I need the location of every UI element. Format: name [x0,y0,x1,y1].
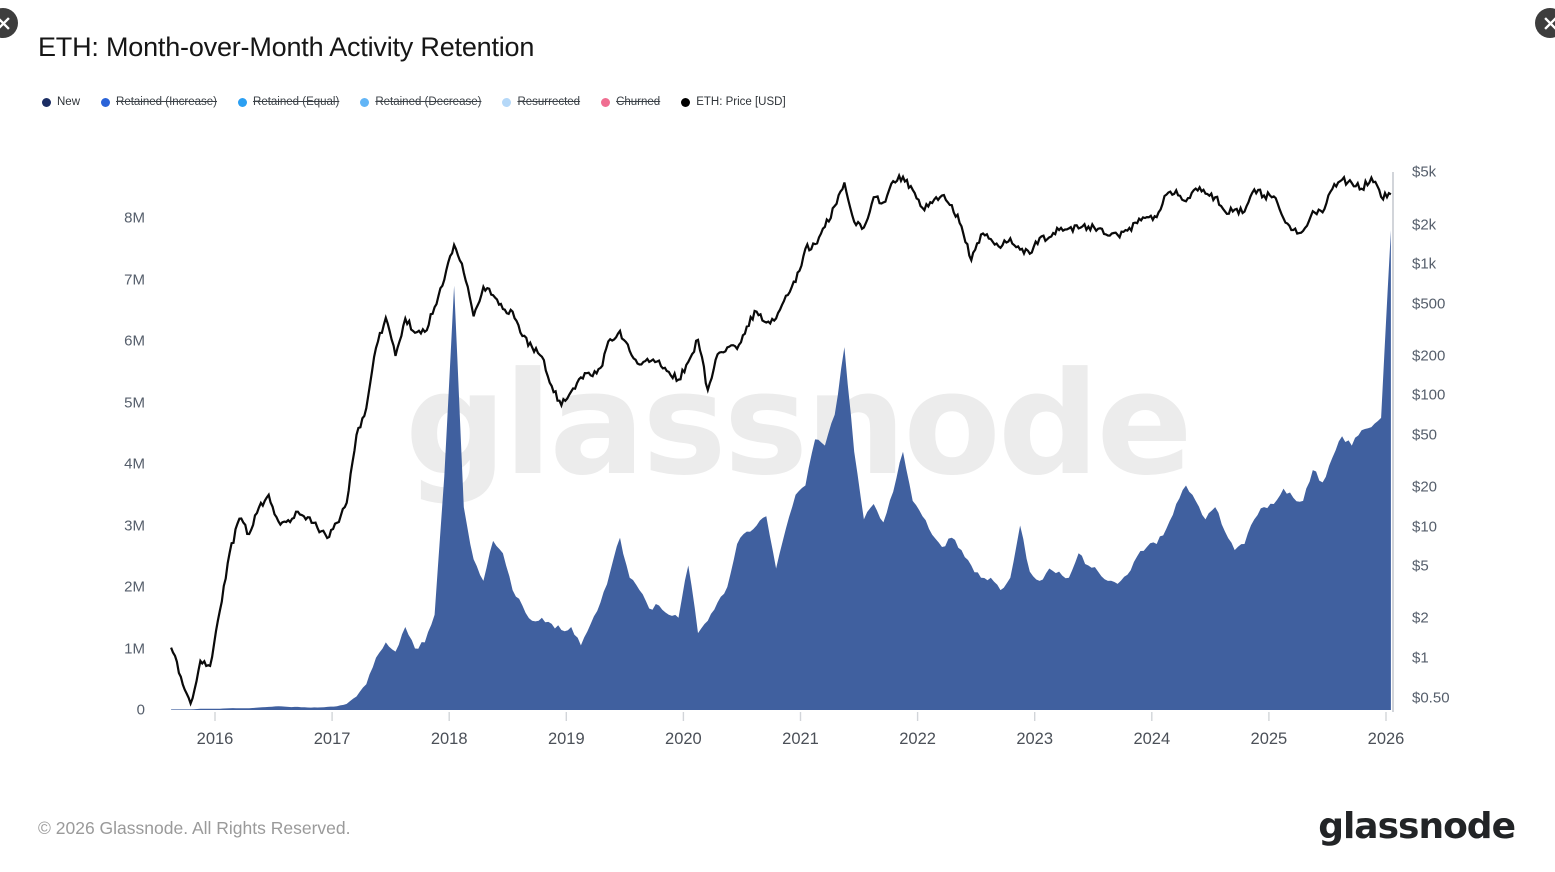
y-left-tick-label: 7M [124,271,145,288]
y-left-tick-label: 1M [124,640,145,657]
y-right-tick-label: $10 [1412,518,1438,536]
legend-item-label: Retained (Increase) [116,96,218,108]
legend-item-churned[interactable]: Churned [601,96,660,108]
legend-dot-icon [681,97,691,107]
y-right-tick-label: $1 [1412,649,1429,667]
x-axis-year-label: 2018 [430,730,468,748]
glassnode-logo: glassnode [1318,806,1516,847]
x-axis-year-label: 2026 [1367,730,1405,748]
legend-dot-icon [238,97,248,107]
legend-item-resurrected[interactable]: Resurrected [502,96,580,108]
legend-item-retained-decrease[interactable]: Retained (Decrease) [360,96,481,108]
y-right-tick-label: $100 [1412,386,1446,404]
legend-item-label: Churned [616,96,661,108]
legend-item-label: Resurrected [517,96,581,108]
legend-dot-icon [502,97,512,107]
x-axis-year-label: 2017 [313,730,351,748]
eth-price-line [170,172,1392,707]
y-left-tick-label: 5M [124,394,145,411]
chart-legend: New Retained (Increase) Retained (Equal) Re… [42,96,786,108]
close-icon [1543,16,1555,30]
y-left-tick-label: 8M [124,209,145,227]
y-left-tick-label: 3M [124,517,145,534]
x-axis-year-label: 2022 [899,730,936,748]
legend-item-eth-price-usd[interactable]: ETH: Price [USD] [681,96,786,108]
close-button-right[interactable] [1535,8,1555,38]
legend-dot-icon [360,97,370,107]
y-right-tick-label: $200 [1412,347,1446,365]
y-right-tick-label: $0.50 [1412,689,1450,707]
y-right-tick-label: $50 [1412,426,1438,444]
watermark-text: glassnode [405,342,1193,507]
x-axis-year-label: 2024 [1133,730,1171,748]
legend-item-label: ETH: Price [USD] [696,96,786,108]
legend-item-retained-increase[interactable]: Retained (Increase) [101,96,217,108]
legend-dot-icon [101,97,111,107]
y-right-tick-label: $5k [1412,163,1437,181]
y-right-tick-label: $500 [1412,295,1446,313]
close-icon [0,16,10,30]
close-button-left[interactable] [0,8,18,38]
x-axis-year-label: 2016 [196,730,234,748]
legend-dot-icon [42,97,51,107]
legend-item-label: New [57,96,81,108]
y-right-tick-label: $5 [1412,557,1429,575]
copyright-text: © 2026 Glassnode. All Rights Reserved. [38,818,351,838]
y-left-tick-label: 4M [124,455,145,473]
y-right-tick-label: $20 [1412,478,1438,496]
legend-item-label: Retained (Decrease) [375,96,482,108]
y-right-tick-label: $2k [1412,216,1437,234]
new-addresses-area [171,230,1391,711]
page-title: ETH: Month-over-Month Activity Retention [38,32,535,62]
legend-item-retained-equal[interactable]: Retained (Equal) [238,96,339,108]
legend-item-new[interactable]: New [42,96,80,108]
legend-dot-icon [601,97,611,107]
y-left-tick-label: 2M [124,578,145,596]
y-left-tick-label: 6M [124,332,145,350]
x-axis-year-label: 2020 [665,730,702,748]
x-axis-year-label: 2019 [547,730,585,748]
y-right-tick-label: $2 [1412,609,1429,627]
y-right-tick-label: $1k [1412,255,1437,273]
legend-item-label: Retained (Equal) [253,96,340,108]
x-axis-year-label: 2023 [1016,730,1054,748]
x-axis-year-label: 2021 [782,730,819,748]
x-axis-year-label: 2025 [1250,730,1288,748]
y-left-tick-label: 0 [136,701,145,719]
